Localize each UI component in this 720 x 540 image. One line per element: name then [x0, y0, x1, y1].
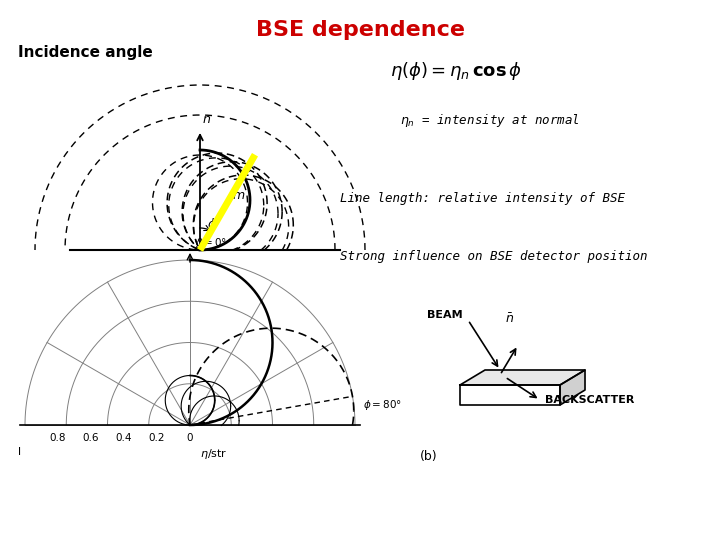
Text: 0.2: 0.2: [149, 433, 166, 443]
Text: $\phi$: $\phi$: [207, 215, 217, 233]
Text: $\phi=80°$: $\phi=80°$: [363, 398, 402, 412]
Text: $\eta$/str: $\eta$/str: [200, 447, 228, 461]
Text: Line length: relative intensity of BSE: Line length: relative intensity of BSE: [340, 192, 625, 205]
Text: $\eta(\phi) = \eta_n\,\mathbf{cos}\,\phi$: $\eta(\phi) = \eta_n\,\mathbf{cos}\,\phi…: [390, 60, 522, 82]
Text: BSE dependence: BSE dependence: [256, 20, 464, 40]
Polygon shape: [460, 385, 560, 405]
Text: 0.4: 0.4: [116, 433, 132, 443]
Polygon shape: [560, 370, 585, 405]
Text: BACKSCATTER: BACKSCATTER: [545, 395, 634, 405]
Polygon shape: [460, 370, 585, 385]
Text: $\eta_n$ = intensity at normal: $\eta_n$ = intensity at normal: [400, 112, 580, 129]
Text: l: l: [19, 447, 22, 457]
Text: 0: 0: [186, 433, 193, 443]
Text: (b): (b): [420, 450, 438, 463]
Text: Incidence angle: Incidence angle: [18, 45, 153, 60]
Text: $\vartheta=0°$: $\vartheta=0°$: [195, 236, 227, 248]
Text: 0.6: 0.6: [83, 433, 99, 443]
Text: BEAM: BEAM: [428, 310, 463, 320]
Text: n: n: [203, 113, 211, 126]
Text: $\bar{n}$: $\bar{n}$: [505, 312, 514, 326]
Text: Strong influence on BSE detector position: Strong influence on BSE detector positio…: [340, 250, 647, 263]
Text: m: m: [233, 188, 245, 202]
Text: 0.8: 0.8: [50, 433, 66, 443]
